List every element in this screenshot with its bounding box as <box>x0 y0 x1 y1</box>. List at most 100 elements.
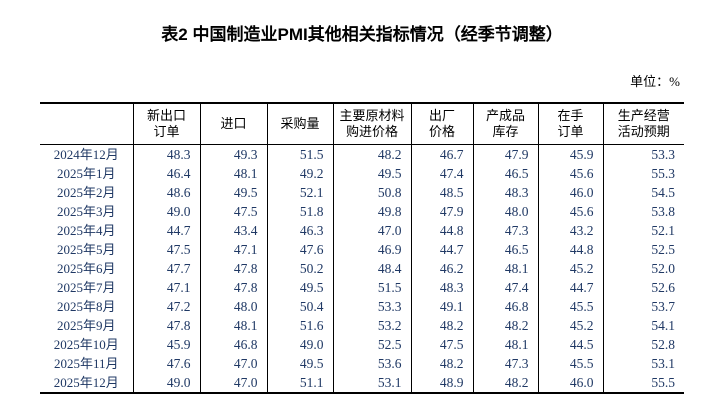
value-cell: 52.1 <box>266 183 333 202</box>
table-row: 2025年2月 48.6 49.5 52.1 50.8 48.5 48.3 46.0 54.5 <box>40 183 684 202</box>
value-cell: 48.2 <box>472 316 538 335</box>
table-header: 新出口 订单 进口 采购量 主要原材料 购进价格 出厂 价格 产成品 库存 在手… <box>40 103 684 145</box>
value-cell: 45.5 <box>537 354 603 373</box>
value-cell: 46.2 <box>410 259 473 278</box>
value-cell: 47.5 <box>410 335 473 354</box>
value-cell: 45.2 <box>537 316 603 335</box>
month-cell: 2025年7月 <box>56 280 116 295</box>
value-cell: 52.8 <box>602 335 684 354</box>
table-row: 2025年10月 45.9 46.8 49.0 52.5 47.5 48.1 44.5 52.8 <box>40 335 684 354</box>
value-cell: 49.3 <box>199 144 267 164</box>
value-cell: 49.0 <box>266 335 333 354</box>
value-cell: 49.5 <box>332 164 411 183</box>
value-cell: 47.5 <box>132 240 200 259</box>
value-cell: 48.2 <box>410 316 473 335</box>
value-cell: 47.5 <box>199 202 267 221</box>
value-cell: 53.2 <box>332 316 411 335</box>
value-cell: 49.0 <box>132 373 200 393</box>
value-cell: 47.0 <box>199 354 267 373</box>
value-cell: 48.1 <box>472 259 538 278</box>
value-cell: 46.0 <box>537 183 603 202</box>
value-cell: 52.0 <box>602 259 684 278</box>
value-cell: 46.5 <box>472 240 538 259</box>
value-cell: 48.6 <box>132 183 200 202</box>
value-cell: 45.2 <box>537 259 603 278</box>
header-backlog-orders: 在手 订单 <box>537 103 603 145</box>
month-cell: 2025年8月 <box>56 299 116 314</box>
table-row: 2025年3月 49.0 47.5 51.8 49.8 47.9 48.0 45.6 53.8 <box>40 202 684 221</box>
value-cell: 47.2 <box>132 297 200 316</box>
month-cell: 2025年1月 <box>56 166 116 181</box>
month-cell: 2025年11月 <box>53 356 119 371</box>
value-cell: 52.1 <box>602 221 684 240</box>
month-cell: 2025年12月 <box>53 375 119 390</box>
value-cell: 47.9 <box>410 202 473 221</box>
value-cell: 51.8 <box>266 202 333 221</box>
table-row: 2025年5月 47.5 47.1 47.6 46.9 44.7 46.5 44.8 52.5 <box>40 240 684 259</box>
value-cell: 46.5 <box>472 164 538 183</box>
value-cell: 49.0 <box>132 202 200 221</box>
value-cell: 50.4 <box>266 297 333 316</box>
header-output-prices: 出厂 价格 <box>410 103 473 145</box>
value-cell: 49.5 <box>199 183 267 202</box>
value-cell: 52.5 <box>332 335 411 354</box>
value-cell: 48.1 <box>472 335 538 354</box>
value-cell: 49.8 <box>332 202 411 221</box>
value-cell: 45.9 <box>132 335 200 354</box>
value-cell: 48.1 <box>199 316 267 335</box>
value-cell: 44.7 <box>537 278 603 297</box>
value-cell: 52.5 <box>602 240 684 259</box>
value-cell: 45.9 <box>537 144 603 164</box>
value-cell: 48.0 <box>199 297 267 316</box>
table-row: 2025年12月 49.0 47.0 51.1 53.1 48.9 48.2 46.0 55.5 <box>40 373 684 393</box>
header-new-export-orders: 新出口 订单 <box>132 103 200 145</box>
unit-label: 单位：% <box>630 74 680 89</box>
value-cell: 50.2 <box>266 259 333 278</box>
value-cell: 47.1 <box>199 240 267 259</box>
value-cell: 45.6 <box>537 164 603 183</box>
value-cell: 54.1 <box>602 316 684 335</box>
value-cell: 48.0 <box>472 202 538 221</box>
value-cell: 54.5 <box>602 183 684 202</box>
month-cell: 2025年9月 <box>56 318 116 333</box>
value-cell: 47.1 <box>132 278 200 297</box>
table-row: 2025年8月 47.2 48.0 50.4 53.3 49.1 46.8 45.5 53.7 <box>40 297 684 316</box>
value-cell: 48.2 <box>410 354 473 373</box>
header-imports: 进口 <box>199 103 267 145</box>
table-title: 表2 中国制造业PMI其他相关指标情况（经季节调整） <box>161 25 563 44</box>
table-row: 2025年9月 47.8 48.1 51.6 53.2 48.2 48.2 45.2 54.1 <box>40 316 684 335</box>
header-finished-goods-inventory: 产成品 库存 <box>472 103 538 145</box>
pmi-indicators-table: 新出口 订单 进口 采购量 主要原材料 购进价格 出厂 价格 产成品 库存 在手… <box>40 102 684 394</box>
value-cell: 43.2 <box>537 221 603 240</box>
value-cell: 46.7 <box>410 144 473 164</box>
value-cell: 55.3 <box>602 164 684 183</box>
value-cell: 47.4 <box>410 164 473 183</box>
month-cell: 2025年4月 <box>56 223 116 238</box>
value-cell: 51.5 <box>266 144 333 164</box>
month-cell: 2025年3月 <box>56 204 116 219</box>
value-cell: 52.6 <box>602 278 684 297</box>
value-cell: 48.2 <box>472 373 538 393</box>
value-cell: 48.1 <box>199 164 267 183</box>
value-cell: 51.1 <box>266 373 333 393</box>
value-cell: 47.8 <box>132 316 200 335</box>
value-cell: 48.4 <box>332 259 411 278</box>
value-cell: 46.3 <box>266 221 333 240</box>
value-cell: 45.5 <box>537 297 603 316</box>
value-cell: 47.0 <box>199 373 267 393</box>
value-cell: 49.5 <box>266 278 333 297</box>
value-cell: 48.3 <box>410 278 473 297</box>
value-cell: 53.7 <box>602 297 684 316</box>
value-cell: 44.8 <box>410 221 473 240</box>
value-cell: 44.5 <box>537 335 603 354</box>
value-cell: 47.4 <box>472 278 538 297</box>
value-cell: 46.8 <box>472 297 538 316</box>
header-corner-cell <box>40 103 133 145</box>
value-cell: 47.8 <box>199 278 267 297</box>
value-cell: 46.0 <box>537 373 603 393</box>
value-cell: 44.7 <box>132 221 200 240</box>
value-cell: 53.8 <box>602 202 684 221</box>
header-row: 新出口 订单 进口 采购量 主要原材料 购进价格 出厂 价格 产成品 库存 在手… <box>40 103 684 145</box>
table-row: 2025年6月 47.7 47.8 50.2 48.4 46.2 48.1 45.2 52.0 <box>40 259 684 278</box>
